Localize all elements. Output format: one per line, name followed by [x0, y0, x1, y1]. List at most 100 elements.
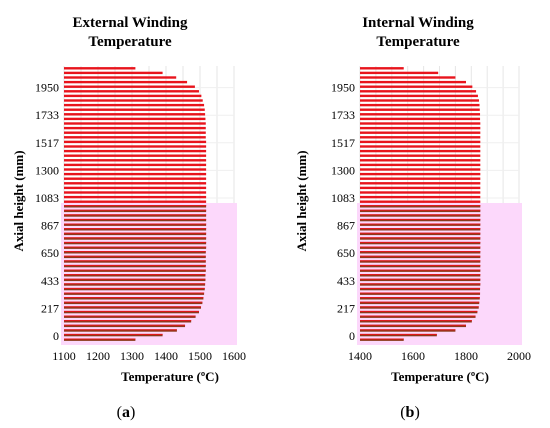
- bar-upper: [64, 168, 207, 171]
- bar-upper: [360, 200, 481, 203]
- bar-lower: [64, 214, 207, 217]
- bar-lower: [64, 251, 206, 254]
- bar-upper: [360, 163, 481, 167]
- bar-lower: [360, 255, 481, 259]
- bar-upper: [360, 122, 481, 125]
- bar-lower: [64, 246, 207, 249]
- bar-lower-edge: [64, 306, 202, 308]
- bar-lower: [360, 246, 481, 249]
- bar-upper: [360, 172, 481, 176]
- bar-upper: [64, 85, 195, 88]
- bar-lower: [360, 251, 481, 254]
- bar-lower: [64, 324, 186, 328]
- x-tick-label: 1800: [454, 349, 478, 363]
- bar-lower: [64, 228, 207, 231]
- bar-lower: [64, 306, 202, 309]
- bar-upper: [64, 122, 206, 125]
- bar-lower: [360, 324, 466, 328]
- x-tick-label: 1400: [348, 349, 372, 363]
- bar-lower-edge: [360, 287, 481, 289]
- bar-lower: [64, 223, 207, 226]
- bar-lower-edge: [360, 310, 478, 312]
- y-tick-label: 1300: [331, 163, 355, 177]
- bar-upper: [64, 103, 205, 107]
- bar-lower-edge: [360, 264, 481, 266]
- bar-lower: [360, 274, 481, 277]
- y-tick-label: 0: [53, 329, 59, 343]
- y-tick-label: 1083: [331, 191, 355, 205]
- bar-lower: [64, 283, 206, 286]
- bar-lower-edge: [64, 228, 207, 230]
- bar-lower: [64, 237, 207, 240]
- bar-lower-edge: [360, 269, 481, 271]
- bar-lower: [64, 255, 206, 259]
- bar-lower: [64, 232, 207, 236]
- caption-letter: b: [406, 404, 415, 421]
- bar-lower: [64, 274, 206, 277]
- bar-lower: [64, 218, 207, 222]
- bar-lower-edge: [64, 315, 196, 317]
- bar-upper: [360, 108, 480, 111]
- y-tick-label: 0: [349, 329, 355, 343]
- bar-lower-edge: [360, 260, 481, 262]
- bar-upper: [64, 67, 136, 70]
- bar-lower-edge: [64, 301, 203, 303]
- bar-lower-edge: [64, 274, 206, 276]
- bar-upper: [64, 177, 207, 180]
- y-tick-label: 650: [337, 246, 355, 260]
- bar-upper: [64, 200, 207, 203]
- bar-lower: [64, 264, 206, 268]
- bar-lower: [360, 260, 481, 263]
- bar-upper: [360, 168, 481, 171]
- bar-upper: [360, 186, 481, 190]
- bar-upper: [64, 94, 202, 98]
- bar-lower-edge: [360, 237, 481, 239]
- y-tick-labels: 0 217 433 650 867 1083 1300 1517 1733 1950: [35, 81, 59, 343]
- bar-lower: [64, 260, 206, 263]
- bar-lower: [64, 209, 207, 213]
- y-tick-label: 1083: [35, 191, 59, 205]
- bar-upper: [360, 80, 466, 84]
- bar-lower-edge: [64, 329, 177, 331]
- bar-upper: [64, 71, 163, 75]
- bar-upper: [64, 191, 207, 194]
- bar-upper: [64, 159, 207, 162]
- bar-lower: [360, 237, 481, 240]
- bar-upper: [360, 140, 481, 144]
- bar-upper: [64, 172, 207, 176]
- bar-lower: [360, 306, 479, 309]
- bar-lower: [360, 269, 481, 272]
- x-tick-labels: 1100 1200 1300 1400 1500 1600: [52, 349, 246, 363]
- bar-lower-edge: [360, 228, 481, 230]
- bar-lower-edge: [360, 292, 481, 294]
- bar-upper: [64, 126, 206, 130]
- bar-lower: [360, 264, 481, 268]
- y-axis-label: Axial height (mm): [294, 150, 309, 251]
- bar-lower: [360, 214, 481, 217]
- bar-upper: [64, 140, 207, 144]
- bar-lower: [64, 205, 207, 208]
- y-axis-label: Axial height (mm): [11, 150, 26, 251]
- chart-external-winding: External Winding Temperature 0 217 433 650 8…: [11, 15, 246, 421]
- x-axis-label: Temperature (ºC): [391, 369, 489, 384]
- bar-upper: [360, 191, 481, 194]
- bar-lower-edge: [360, 306, 479, 308]
- bar-lower-edge: [360, 301, 480, 303]
- bar-lower-edge: [64, 287, 205, 289]
- bar-lower: [360, 287, 481, 291]
- y-tick-label: 1517: [35, 136, 59, 150]
- y-tick-label: 217: [337, 301, 355, 315]
- bar-upper: [64, 80, 188, 84]
- bar-lower: [360, 278, 481, 282]
- bar-lower-edge: [360, 315, 476, 317]
- x-axis-label: Temperature (ºC): [121, 369, 219, 384]
- y-tick-label: 433: [337, 274, 355, 288]
- y-tick-label: 1950: [35, 81, 59, 95]
- x-tick-label: 1100: [52, 349, 76, 363]
- bar-lower: [360, 232, 481, 236]
- bar-upper: [64, 131, 206, 134]
- bar-upper: [64, 90, 199, 93]
- bar-lower: [360, 310, 478, 314]
- bar-upper: [360, 103, 480, 107]
- bar-lower-edge: [360, 255, 481, 257]
